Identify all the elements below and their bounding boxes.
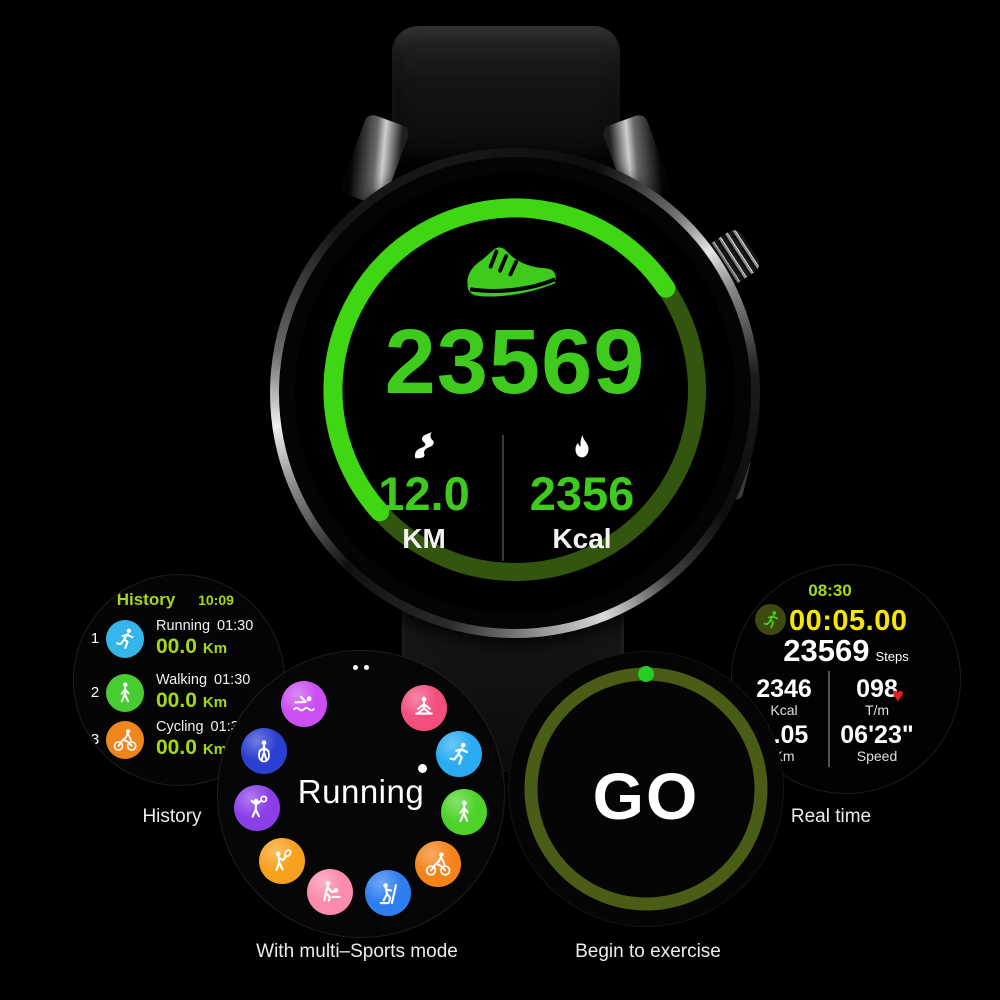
mode-walking-icon[interactable]	[441, 789, 487, 835]
runner-icon	[106, 620, 144, 658]
distance-value: 12.0	[378, 467, 470, 520]
go-progress-dot	[638, 666, 654, 682]
calories-stat: 2356 Kcal	[507, 429, 657, 555]
mode-table-tennis-icon[interactable]	[307, 869, 353, 915]
history-sport-duration: 01:30	[217, 618, 254, 634]
watch-strap-top	[392, 26, 620, 172]
history-distance-value: 00.0	[156, 736, 197, 759]
history-row[interactable]: 1 Running 01:30 00.0 Km	[74, 618, 284, 664]
realtime-clock: 08:30	[808, 581, 852, 600]
caption-history: History	[142, 806, 202, 827]
selection-dot	[418, 764, 427, 773]
go-face: GO	[508, 651, 784, 927]
sports-mode-face: Running	[217, 650, 505, 938]
caption-realtime: Real time	[790, 806, 872, 827]
steps-count: 23569	[384, 311, 646, 413]
calories-value: 2356	[529, 467, 635, 520]
history-distance-unit: Km	[202, 694, 228, 711]
cyclist-icon	[106, 721, 144, 759]
page-indicator-dots	[218, 665, 504, 670]
sneaker-icon	[449, 222, 564, 310]
realtime-steps-unit: Steps	[875, 649, 909, 664]
history-row-index: 3	[90, 731, 100, 748]
history-row-index: 2	[90, 684, 100, 701]
mode-jump-rope-icon[interactable]	[241, 728, 287, 774]
heart-icon: ♥	[892, 685, 904, 707]
stopwatch-time: 00:05.00	[789, 605, 908, 637]
mode-running-icon[interactable]	[436, 731, 482, 777]
mode-yoga-icon[interactable]	[401, 685, 447, 731]
mode-badminton-icon[interactable]	[259, 838, 305, 884]
workout-runner-icon	[755, 604, 786, 635]
mode-swimming-icon[interactable]	[281, 681, 327, 727]
history-distance-unit: Km	[202, 640, 228, 657]
history-clock: 10:09	[198, 592, 234, 608]
calories-unit: Kcal	[552, 523, 612, 554]
distance-unit: KM	[402, 523, 446, 554]
realtime-divider	[828, 671, 830, 767]
history-sport-name: Cycling	[156, 719, 204, 735]
pace-swoosh-icon	[407, 429, 441, 463]
selected-mode-label: Running	[297, 773, 425, 810]
history-row-index: 1	[90, 630, 100, 647]
history-title: History	[116, 590, 176, 609]
history-distance-unit: Km	[202, 741, 228, 758]
history-row[interactable]: 3 Cycling 01:30 00.0 Km	[74, 719, 284, 765]
mode-volleyball-icon[interactable]	[234, 785, 280, 831]
history-sport-name: Walking	[156, 672, 208, 688]
mode-cycling-icon[interactable]	[415, 841, 461, 887]
main-watch-screen: 23569 12.0 KM 2356 Kcal	[295, 173, 735, 613]
distance-stat: 12.0 KM	[349, 429, 499, 555]
realtime-steps-count: 23569	[783, 633, 870, 668]
history-sport-name: Running	[156, 618, 211, 634]
stats-divider	[502, 435, 504, 561]
go-button[interactable]: GO	[592, 759, 700, 833]
caption-go: Begin to exercise	[575, 941, 721, 962]
history-distance-value: 00.0	[156, 635, 197, 658]
flame-icon	[565, 429, 599, 465]
history-distance-value: 00.0	[156, 689, 197, 712]
history-sport-duration: 01:30	[214, 672, 251, 688]
history-row[interactable]: 2 Walking 01:30 00.0 Km	[74, 672, 284, 718]
steps-progress-ring	[323, 198, 706, 581]
caption-sports: With multi–Sports mode	[256, 941, 458, 962]
mode-climbing-icon[interactable]	[365, 870, 411, 916]
walker-icon	[106, 674, 144, 712]
stat-heart-rate: 098 T/m	[856, 675, 898, 718]
history-face: History 10:09 1 Running 01:30 00.0 Km 2 Wa…	[73, 574, 285, 786]
stat-speed: 06'23" Speed	[840, 721, 914, 764]
stat-kcal: 2346 Kcal	[756, 675, 812, 718]
